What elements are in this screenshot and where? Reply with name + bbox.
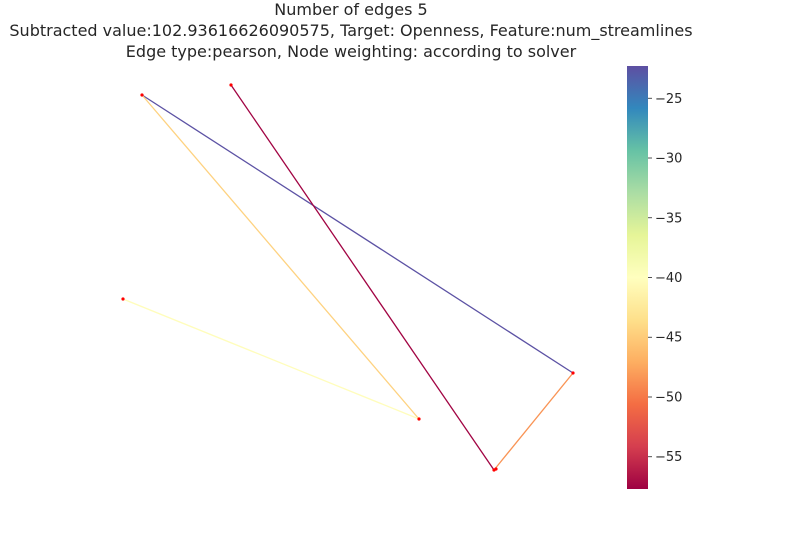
colorbar-tick-label: −55 [655,450,682,465]
colorbar-tick-label: −30 [655,152,682,167]
title-line-2: Subtracted value:102.93616626090575, Tar… [9,21,693,40]
colorbar-tick-label: −35 [655,211,682,226]
colorbar-tick-label: −25 [655,92,682,107]
node-n3 [121,297,125,301]
node-n4 [417,417,421,421]
node-n5 [571,371,575,375]
edge-n1-n5 [141,94,574,374]
title-line-3: Edge type:pearson, Node weighting: accor… [125,42,577,61]
node-n7 [494,467,498,471]
edge-n2-n6 [230,84,495,471]
node-n1 [140,93,144,97]
title-line-1: Number of edges 5 [274,0,428,19]
node-n2 [229,83,233,87]
edge-n1-n4 [141,94,420,420]
edge-n6-n5 [493,372,574,471]
colorbar-tick-label: −45 [655,331,682,346]
edge-n3-n4 [122,298,420,420]
colorbar-tick-label: −50 [655,390,682,405]
edges-layer [122,84,574,471]
colorbar: −25 −30 −35 −40 −45 −50 −55 [627,66,682,489]
colorbar-gradient [627,66,648,489]
colorbar-ticks: −25 −30 −35 −40 −45 −50 −55 [648,92,682,465]
nodes-layer [121,83,575,472]
colorbar-tick-label: −40 [655,271,682,286]
